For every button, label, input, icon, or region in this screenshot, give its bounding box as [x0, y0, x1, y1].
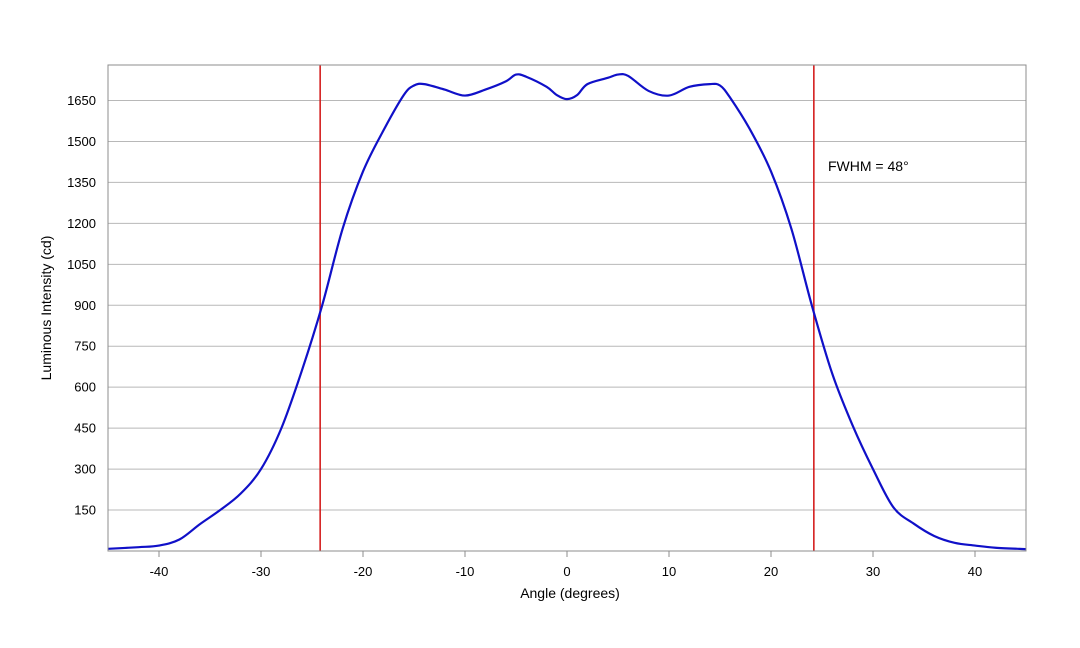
- fwhm-lines: [319, 65, 815, 551]
- y-tick-label: 1650: [67, 93, 96, 108]
- y-tick-label: 900: [74, 298, 96, 313]
- y-axis-label: Luminous Intensity (cd): [38, 236, 54, 381]
- series-group: [107, 72, 1027, 551]
- x-tick-label: 0: [563, 564, 570, 579]
- y-tick-label: 600: [74, 380, 96, 395]
- y-axis-ticks: 150 300 450 600 750 900 1050 1200 1350 1500 1650: [67, 93, 96, 518]
- x-tick-label: 30: [866, 564, 880, 579]
- y-tick-label: 1500: [67, 134, 96, 149]
- x-tick-label: 20: [764, 564, 778, 579]
- x-tick-label: -30: [252, 564, 271, 579]
- y-tick-label: 1050: [67, 257, 96, 272]
- x-tick-label: 10: [662, 564, 676, 579]
- y-tick-label: 1350: [67, 175, 96, 190]
- x-axis-ticks: -40 -30 -20 -10 0 10 20 30 40: [150, 551, 982, 579]
- y-tick-label: 150: [74, 503, 96, 518]
- y-tick-label: 1200: [67, 216, 96, 231]
- y-tick-label: 300: [74, 462, 96, 477]
- x-tick-label: -40: [150, 564, 169, 579]
- x-tick-label: -20: [354, 564, 373, 579]
- x-tick-label: 40: [968, 564, 982, 579]
- y-tick-label: 750: [74, 339, 96, 354]
- x-tick-label: -10: [456, 564, 475, 579]
- intensity-curve: [107, 72, 1027, 551]
- fwhm-annotation: FWHM = 48°: [828, 158, 909, 174]
- plot-background: [108, 65, 1026, 551]
- x-axis-label: Angle (degrees): [520, 585, 620, 601]
- y-tick-label: 450: [74, 421, 96, 436]
